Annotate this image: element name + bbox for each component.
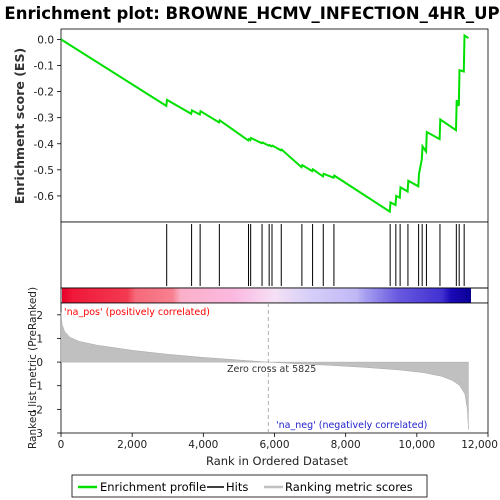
metric-y-axis-label: Ranked list metric (PreRanked) xyxy=(27,287,39,449)
legend-hits-label: Hits xyxy=(226,480,248,494)
pos-correlated-label: 'na_pos' (positively correlated) xyxy=(64,307,210,318)
legend-metric-label: Ranking metric scores xyxy=(285,480,413,494)
x-tick-label: 2,000 xyxy=(117,439,147,451)
metric-y-tick-label: -3 xyxy=(33,428,43,440)
metric-y-tick-label: 1 xyxy=(36,333,43,345)
es-y-tick-label: -0.2 xyxy=(34,87,55,99)
metric-panel: 2 1 0 -1 -2 -3 0 2,000 4,000 6,000 8,000 10,000 12,… xyxy=(27,287,498,468)
zero-cross-label: Zero cross at 5825 xyxy=(227,364,316,375)
x-tick-label: 12,000 xyxy=(461,439,498,451)
neg-correlated-label: 'na_neg' (negatively correlated) xyxy=(276,420,427,431)
metric-y-tick-label: -2 xyxy=(33,404,43,416)
hit-marks xyxy=(166,224,465,286)
es-y-axis-label: Enrichment score (ES) xyxy=(12,48,27,204)
chart-title: Enrichment plot: BROWNE_HCMV_INFECTION_4… xyxy=(4,4,499,23)
x-tick-label: 0 xyxy=(58,439,65,451)
metric-y-axis: 2 1 0 -1 -2 -3 xyxy=(33,310,61,440)
es-y-tick-label: 0.0 xyxy=(37,34,54,46)
metric-y-tick-label: -1 xyxy=(33,381,43,393)
x-tick-label: 8,000 xyxy=(331,439,361,451)
es-panel: 0.0 -0.1 -0.2 -0.3 -0.4 -0.5 -0.6 Enrichment s… xyxy=(12,28,489,223)
es-y-tick-label: -0.5 xyxy=(34,165,55,177)
legend-es-label: Enrichment profile xyxy=(100,480,206,494)
rank-gradient xyxy=(62,288,471,303)
metric-y-tick-label: 0 xyxy=(36,357,43,369)
legend: Enrichment profile Hits Ranking metric s… xyxy=(71,474,428,498)
x-axis: 0 2,000 4,000 6,000 8,000 10,000 12,000 xyxy=(58,433,498,451)
metric-y-tick-label: 2 xyxy=(36,310,43,322)
x-tick-label: 4,000 xyxy=(188,439,218,451)
hits-panel xyxy=(60,221,489,289)
es-y-tick-label: -0.3 xyxy=(34,113,55,125)
x-tick-label: 6,000 xyxy=(259,439,289,451)
es-plot-frame xyxy=(60,28,489,223)
legend-box xyxy=(71,474,428,498)
es-y-tick-label: -0.4 xyxy=(34,139,55,151)
x-tick-label: 10,000 xyxy=(398,439,435,451)
ranking-metric-area xyxy=(60,312,469,430)
hits-plot-frame xyxy=(60,221,489,289)
x-axis-label: Rank in Ordered Dataset xyxy=(206,454,349,468)
rank-color-bar xyxy=(60,287,489,304)
es-y-tick-label: -0.6 xyxy=(34,191,55,203)
enrichment-profile-line xyxy=(60,33,469,214)
es-y-axis: 0.0 -0.1 -0.2 -0.3 -0.4 -0.5 -0.6 xyxy=(34,34,61,203)
es-y-tick-label: -0.1 xyxy=(34,61,55,73)
